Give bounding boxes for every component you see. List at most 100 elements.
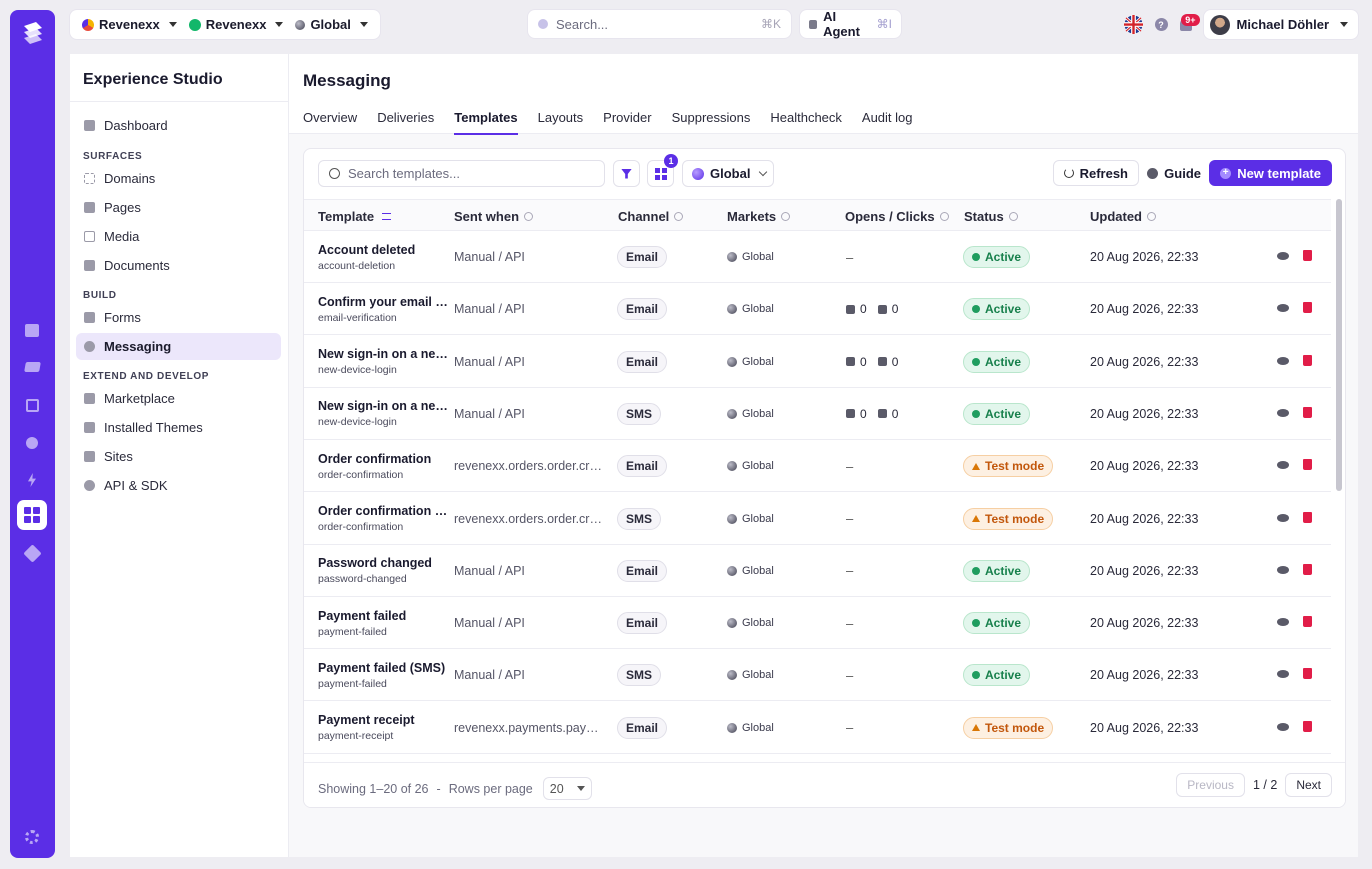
preview-eye-icon[interactable] — [1277, 461, 1289, 470]
previous-page-button[interactable]: Previous — [1176, 773, 1245, 797]
guide-button[interactable]: Guide — [1143, 160, 1205, 186]
tab-provider[interactable]: Provider — [603, 110, 652, 125]
tab-overview[interactable]: Overview — [303, 110, 358, 125]
refresh-button[interactable]: Refresh — [1052, 160, 1139, 186]
preview-eye-icon[interactable] — [1277, 304, 1289, 313]
template-name[interactable]: Account deleted — [318, 242, 416, 257]
template-name[interactable]: Payment receipt — [318, 713, 415, 728]
layers-icon[interactable] — [17, 352, 47, 382]
tab-suppressions[interactable]: Suppressions — [671, 110, 751, 125]
sidebar-item-documents[interactable]: Documents — [76, 252, 281, 279]
preview-eye-icon[interactable] — [1277, 670, 1289, 679]
sidebar-item-marketplace[interactable]: Marketplace — [76, 385, 281, 412]
preview-eye-icon[interactable] — [1277, 513, 1289, 522]
delete-trash-icon[interactable] — [1303, 563, 1312, 575]
table-row[interactable]: Confirm your email ad... email-verificat… — [304, 283, 1331, 336]
market-filter-select[interactable]: Global — [682, 160, 774, 187]
column-status[interactable]: Status — [964, 209, 1018, 224]
column-sent-when[interactable]: Sent when — [454, 209, 534, 224]
sidebar-item-pages[interactable]: Pages — [76, 194, 281, 221]
brand-logo-icon[interactable] — [18, 18, 48, 48]
preview-eye-icon[interactable] — [1277, 722, 1289, 731]
delete-trash-icon[interactable] — [1303, 354, 1312, 366]
preview-eye-icon[interactable] — [1277, 252, 1289, 260]
template-name[interactable]: New sign-in on a new ... — [318, 399, 449, 414]
notifications-bell-icon[interactable]: 9+ — [1179, 14, 1200, 31]
column-template[interactable]: Template — [318, 209, 392, 224]
table-row[interactable]: Payment receipt payment-receipt revenexx… — [304, 702, 1331, 754]
sidebar-item-dashboard[interactable]: Dashboard — [76, 112, 281, 139]
preview-eye-icon[interactable] — [1277, 408, 1289, 417]
tab-templates[interactable]: Templates — [454, 110, 518, 135]
sidebar-item-domains[interactable]: Domains — [76, 165, 281, 192]
sidebar-item-forms[interactable]: Forms — [76, 304, 281, 331]
tab-healthcheck[interactable]: Healthcheck — [770, 110, 842, 125]
table-row[interactable]: Order confirmation (S... order-confirmat… — [304, 493, 1331, 545]
settings-gear-icon[interactable] — [17, 822, 47, 852]
rows-per-page-label: Rows per page — [448, 781, 533, 796]
template-name[interactable]: Order confirmation (S... — [318, 504, 449, 518]
template-name[interactable]: Confirm your email ad... — [318, 294, 449, 309]
delete-trash-icon[interactable] — [1303, 511, 1312, 523]
delete-trash-icon[interactable] — [1303, 406, 1312, 418]
delete-trash-icon[interactable] — [1303, 668, 1312, 680]
analytics-icon[interactable] — [17, 390, 47, 420]
column-label: Status — [964, 209, 1004, 224]
template-name[interactable]: Payment failed — [318, 608, 407, 623]
tab-layouts[interactable]: Layouts — [537, 110, 584, 125]
preview-eye-icon[interactable] — [1277, 618, 1289, 627]
sidebar-item-installed-themes[interactable]: Installed Themes — [76, 414, 281, 441]
preview-eye-icon[interactable] — [1277, 356, 1289, 365]
tab-deliveries[interactable]: Deliveries — [377, 110, 435, 125]
table-row[interactable]: Order confirmation order-confirmation re… — [304, 440, 1331, 493]
template-name[interactable]: Password changed — [318, 556, 432, 571]
table-row[interactable]: Password changed password-changed Manual… — [304, 545, 1331, 597]
filter-button[interactable] — [613, 160, 640, 187]
help-icon[interactable]: ? — [1154, 18, 1168, 31]
column-markets[interactable]: Markets — [727, 209, 791, 224]
sort-icon[interactable] — [382, 213, 392, 220]
table-scrollbar[interactable] — [1336, 199, 1342, 491]
market-switcher[interactable]: Global — [289, 10, 373, 39]
table-row[interactable]: New sign-in on a new ... new-device-logi… — [304, 336, 1331, 388]
column-updated[interactable]: Updated — [1090, 209, 1156, 224]
templates-search-input[interactable]: Search templates... — [318, 160, 605, 187]
cube-icon[interactable] — [17, 538, 47, 568]
rocket-icon[interactable] — [17, 428, 47, 458]
home-icon[interactable] — [17, 315, 47, 345]
preview-eye-icon[interactable] — [1277, 565, 1289, 574]
tab-audit-log[interactable]: Audit log — [861, 110, 913, 125]
delete-trash-icon[interactable] — [1303, 302, 1312, 314]
user-menu[interactable]: Michael Döhler — [1203, 10, 1358, 39]
delete-trash-icon[interactable] — [1303, 459, 1312, 471]
org-switcher[interactable]: Revenexx — [76, 10, 183, 39]
table-row[interactable]: Payment failed (SMS) payment-failed Manu… — [304, 649, 1331, 702]
sidebar-item-messaging[interactable]: Messaging — [76, 333, 281, 360]
table-row[interactable]: Account deleted account-deletion Manual … — [304, 231, 1331, 283]
template-name[interactable]: New sign-in on a new ... — [318, 347, 449, 362]
global-search[interactable]: Search... ⌘K — [528, 10, 791, 38]
sidebar-item-sites[interactable]: Sites — [76, 443, 281, 470]
template-name[interactable]: Order confirmation — [318, 451, 432, 466]
sidebar-item-api-sdk[interactable]: API & SDK — [76, 472, 281, 499]
ai-agent-label: AI Agent — [823, 9, 860, 39]
templates-card: Search templates... 1 Global Refresh — [303, 148, 1346, 808]
table-row[interactable]: Payment failed payment-failed Manual / A… — [304, 597, 1331, 650]
column-channel[interactable]: Channel — [618, 209, 684, 224]
new-template-button[interactable]: + New template — [1209, 160, 1332, 186]
table-row[interactable]: New sign-in on a new ... new-device-logi… — [304, 388, 1331, 440]
column-opens-clicks[interactable]: Opens / Clicks — [845, 209, 949, 224]
sidebar-item-media[interactable]: Media — [76, 223, 281, 250]
language-flag-icon[interactable] — [1123, 15, 1143, 34]
grouping-button[interactable]: 1 — [647, 154, 678, 187]
delete-trash-icon[interactable] — [1303, 720, 1312, 732]
apps-icon[interactable] — [17, 500, 47, 530]
ai-agent-button[interactable]: AI Agent ⌘I — [800, 9, 901, 39]
bolt-icon[interactable] — [17, 465, 47, 495]
workspace-switcher[interactable]: Revenexx — [183, 10, 290, 39]
rows-per-page-select[interactable]: 20 — [542, 777, 592, 800]
delete-trash-icon[interactable] — [1303, 250, 1312, 261]
delete-trash-icon[interactable] — [1303, 616, 1312, 628]
template-name[interactable]: Payment failed (SMS) — [318, 660, 446, 675]
next-page-button[interactable]: Next — [1285, 773, 1332, 797]
